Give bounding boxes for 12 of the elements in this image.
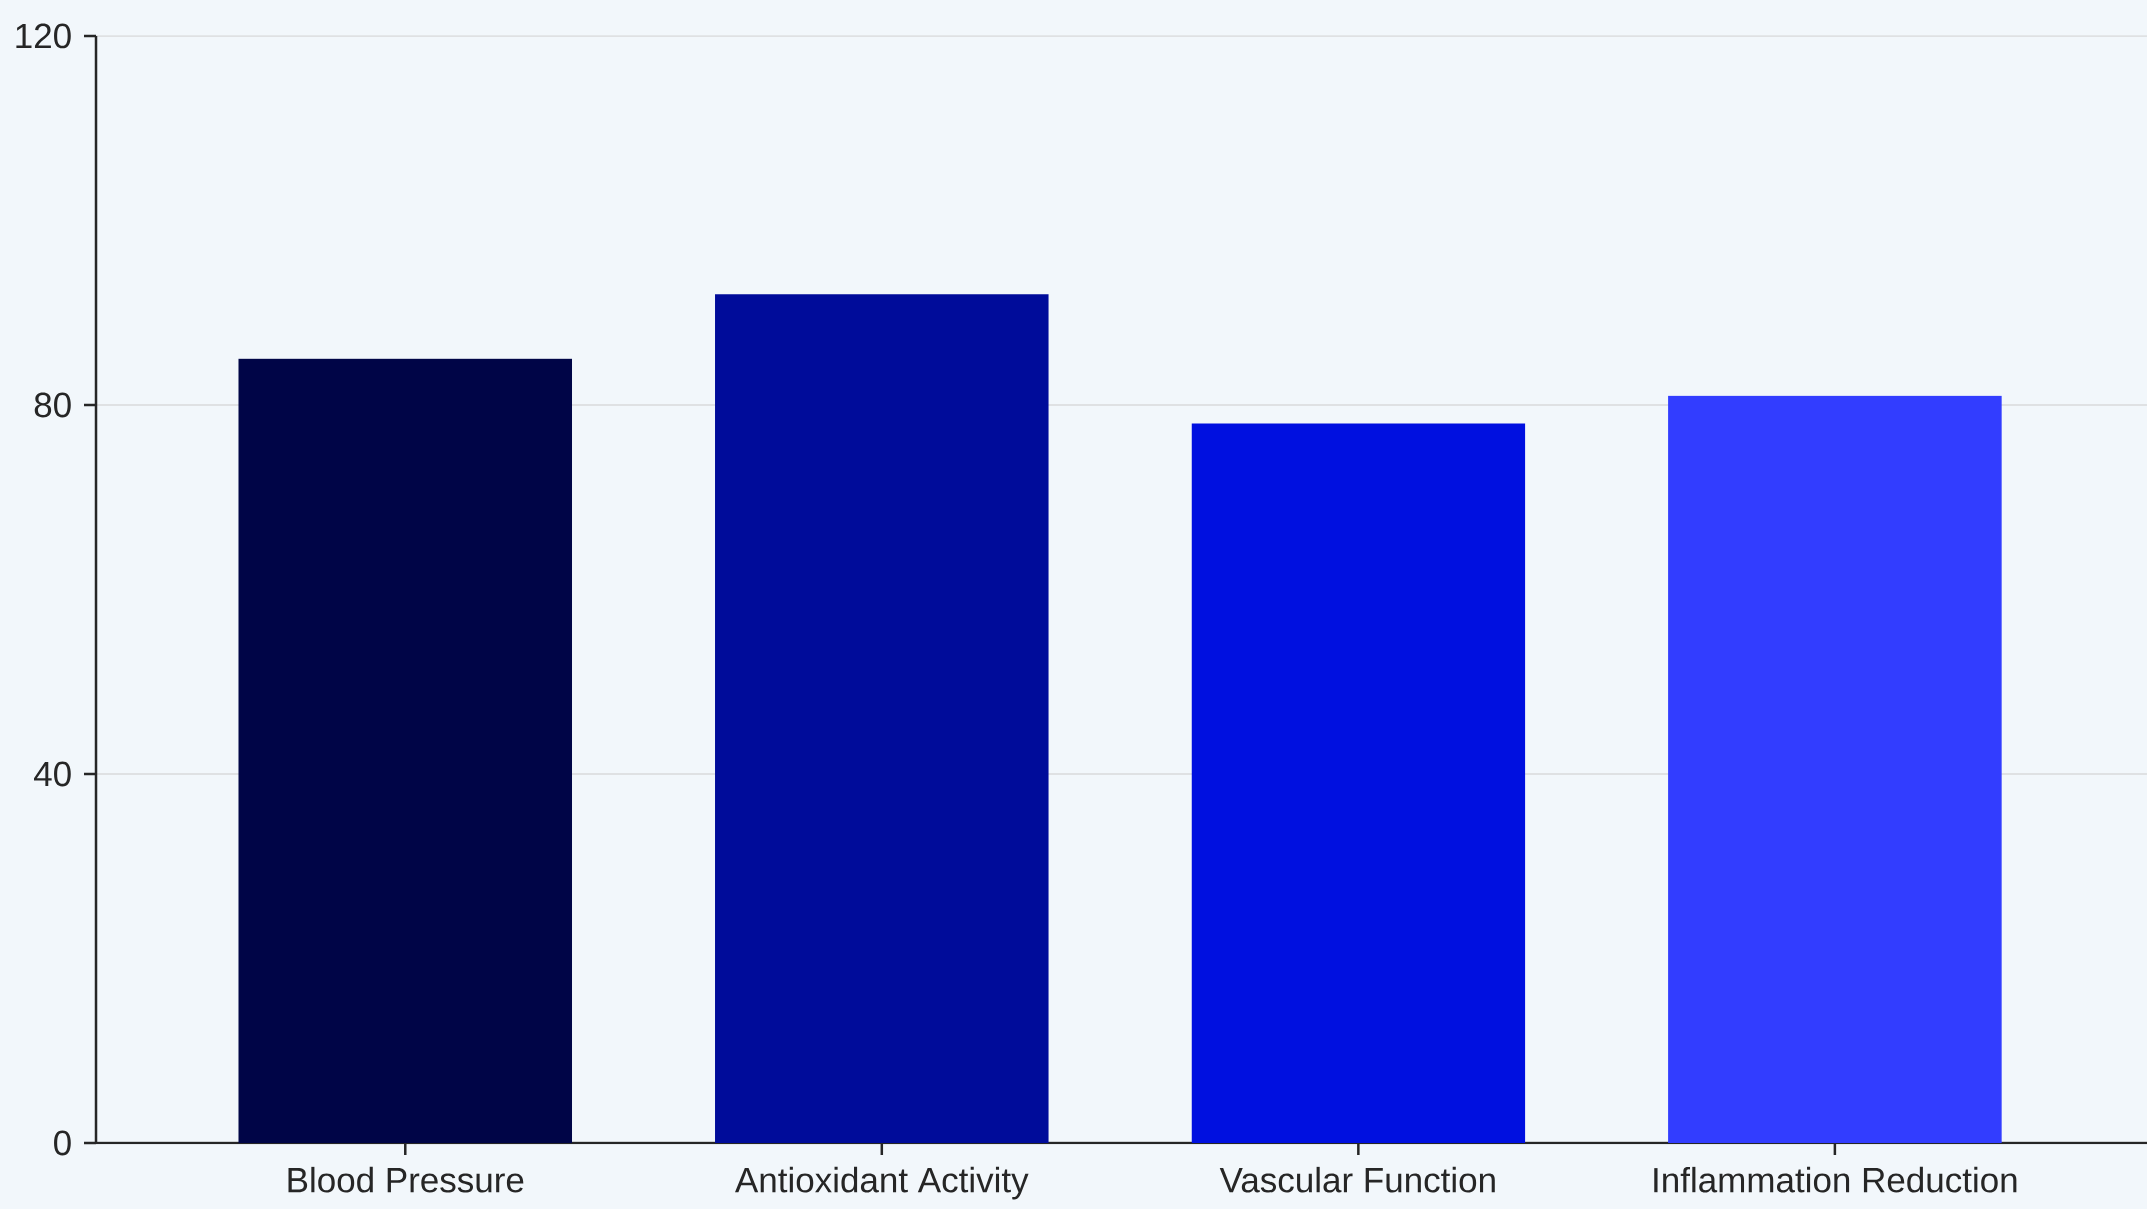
x-tick-label: Vascular Function xyxy=(1219,1166,1495,1193)
bar xyxy=(238,358,573,1143)
x-tick-label: Antioxidant Activity xyxy=(735,1166,1029,1200)
bar xyxy=(1668,395,2002,1143)
y-tick-label: 40 xyxy=(34,761,71,787)
bar xyxy=(1191,423,1526,1143)
x-tick-label: Inflammation Reduction xyxy=(1654,1166,2017,1193)
y-tick-label: 80 xyxy=(34,392,71,418)
bar xyxy=(715,294,1049,1143)
x-tick-label: Blood Pressure xyxy=(288,1166,524,1193)
y-tick-label: 120 xyxy=(16,23,71,49)
y-tick-label: 0 xyxy=(54,1130,71,1156)
